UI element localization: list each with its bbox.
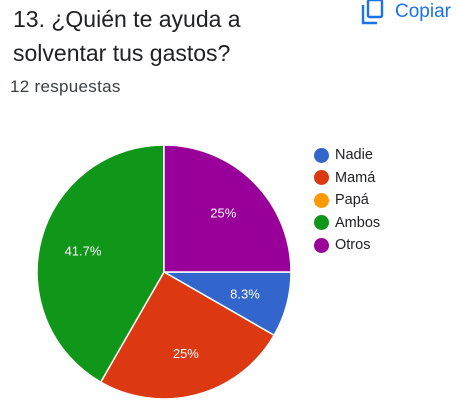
- legend-swatch: [314, 215, 329, 231]
- legend-label: Otros: [335, 237, 371, 254]
- legend-item-nadie[interactable]: Nadie: [314, 144, 380, 167]
- copy-icon: [359, 0, 385, 26]
- slice-label-nadie: 8.3%: [230, 287, 260, 302]
- pie-slice-otros[interactable]: [163, 144, 292, 273]
- legend-swatch: [314, 170, 329, 186]
- legend-item-mamá[interactable]: Mamá: [314, 167, 380, 190]
- slice-label-otros: 25%: [210, 206, 236, 221]
- chart-legend: Nadie Mamá Papá Ambos Otros: [314, 144, 380, 257]
- copy-button[interactable]: Copiar: [359, 0, 451, 26]
- legend-swatch: [314, 192, 329, 208]
- legend-label: Papá: [335, 192, 369, 209]
- question-title: 13. ¿Quién te ayuda a solventar tus gast…: [13, 6, 241, 66]
- legend-label: Mamá: [335, 169, 376, 186]
- legend-label: Nadie: [335, 147, 373, 164]
- legend-swatch: [314, 237, 329, 253]
- legend-item-otros[interactable]: Otros: [314, 234, 380, 257]
- slice-label-mamá: 25%: [173, 346, 199, 361]
- slice-label-ambos: 41.7%: [65, 243, 102, 258]
- response-count: 12 respuestas: [10, 77, 121, 96]
- legend-swatch: [314, 147, 329, 163]
- legend-label: Ambos: [335, 214, 381, 231]
- pie-slice-mamá[interactable]: [99, 270, 276, 400]
- legend-item-ambos[interactable]: Ambos: [314, 212, 380, 235]
- pie-slice-ambos[interactable]: [36, 144, 165, 384]
- legend-item-papá[interactable]: Papá: [314, 189, 380, 212]
- copy-label: Copiar: [395, 1, 451, 22]
